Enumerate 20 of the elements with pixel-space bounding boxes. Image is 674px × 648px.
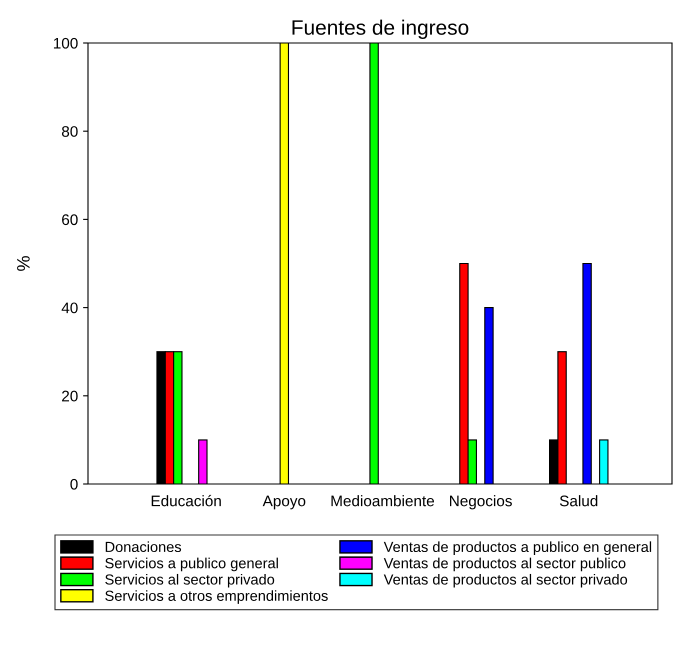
x-tick-label: Negocios bbox=[450, 495, 512, 510]
legend-label: Ventas de productos al sector publico bbox=[384, 558, 626, 572]
chart-title: Fuentes de ingreso bbox=[292, 20, 468, 39]
y-tick-label: 100 bbox=[54, 38, 78, 49]
y-tick-label: 0 bbox=[70, 478, 78, 490]
y-tick-label: 40 bbox=[62, 302, 78, 314]
y-tick-label: 80 bbox=[62, 126, 78, 137]
legend-label: Servicios a otros emprendimientos bbox=[105, 590, 328, 604]
x-tick-label: Salud bbox=[560, 495, 598, 506]
legend-label: Servicios al sector privado bbox=[105, 574, 274, 588]
y-axis-title: % bbox=[17, 256, 30, 271]
legend-label: Ventas de productos a publico en general bbox=[384, 541, 652, 555]
legend-label: Ventas de productos al sector privado bbox=[384, 574, 628, 588]
x-tick-label: Apoyo bbox=[262, 496, 306, 510]
x-tick-label: Medioambiente bbox=[331, 495, 434, 506]
legend-label: Servicios a publico general bbox=[105, 558, 278, 572]
legend-label: Donaciones bbox=[106, 541, 182, 552]
y-tick-label: 20 bbox=[62, 390, 78, 402]
y-tick-label: 60 bbox=[62, 214, 78, 226]
x-tick-label: Educación bbox=[152, 494, 221, 506]
